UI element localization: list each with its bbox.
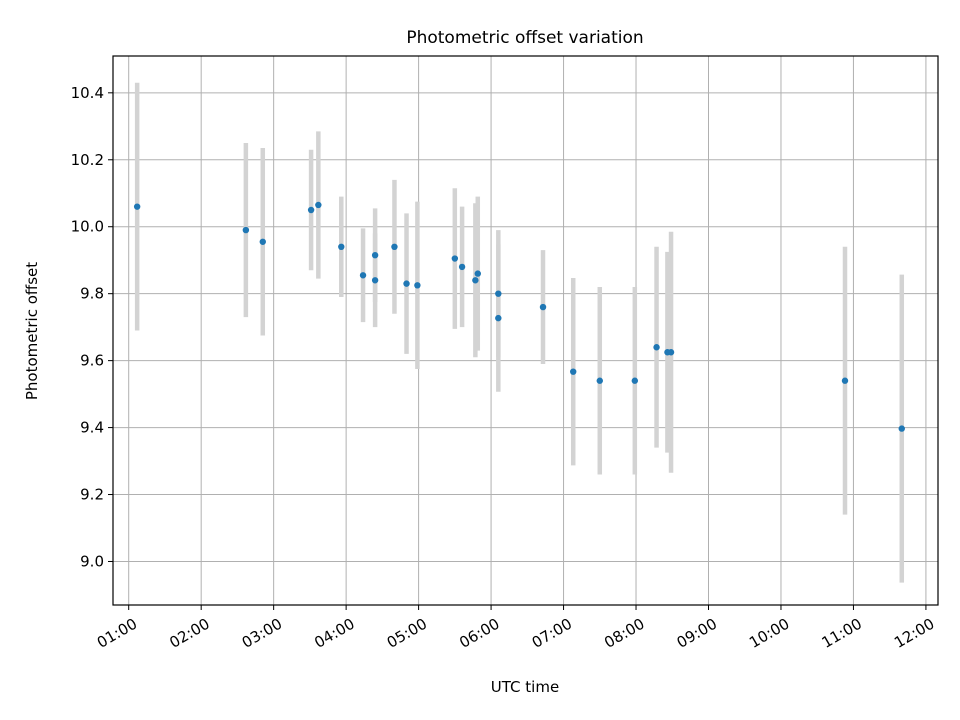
x-tick-label: 10:00 [746,615,792,652]
data-points [133,201,905,432]
data-point [495,290,502,297]
data-point [631,377,639,384]
plot-frame [112,55,939,606]
data-point [596,377,603,384]
x-tick-label: 12:00 [891,615,937,652]
chart-title: Photometric offset variation [406,28,643,48]
data-point [898,425,905,432]
error-bars [134,82,905,583]
y-tick-label: 10.0 [71,218,104,236]
data-point [259,238,266,245]
x-tick-label: 07:00 [529,615,575,652]
data-point [242,226,250,234]
x-tick-label: 04:00 [311,615,357,652]
data-point [451,255,459,262]
data-point [841,377,849,384]
x-tick-label: 03:00 [239,615,285,652]
y-tick-label: 10.4 [71,84,104,102]
data-point [359,272,367,279]
data-point [495,314,502,322]
y-tick-label: 9.8 [80,285,104,303]
data-point [391,243,398,251]
data-point [371,277,379,284]
data-point [371,251,379,259]
x-tick-label: 08:00 [601,615,647,652]
grid [113,56,938,605]
data-point [338,243,345,251]
x-tick-label: 02:00 [166,615,212,652]
x-tick-label: 09:00 [674,615,720,652]
data-point [472,277,479,284]
data-point [414,282,421,289]
data-point [403,280,410,287]
data-point [315,201,322,209]
data-point [133,203,141,210]
data-point [307,206,315,214]
x-tick-label: 01:00 [94,615,140,652]
data-point [653,344,660,351]
y-tick-label: 9.6 [80,352,104,370]
data-point [667,349,675,356]
data-point [474,270,481,277]
data-point [570,368,577,375]
x-tick-label: 06:00 [456,615,502,652]
y-tick-label: 9.4 [80,419,104,437]
x-axis-label: UTC time [491,678,559,696]
y-axis-label: Photometric offset [23,262,41,400]
y-tick-label: 9.2 [80,486,104,504]
x-tick-label: 11:00 [819,615,865,652]
data-point [539,303,547,311]
x-axis-ticks: 01:00 02:00 03:00 04:00 05:00 06:00 07:00 08:00… [94,605,938,652]
y-tick-label: 10.2 [71,151,104,169]
data-point [458,263,466,271]
y-tick-label: 9.0 [80,552,104,570]
y-axis-ticks: 9.0 9.2 9.4 9.6 9.8 10.0 10.2 10.4 [71,84,113,570]
x-tick-label: 05:00 [384,615,430,652]
